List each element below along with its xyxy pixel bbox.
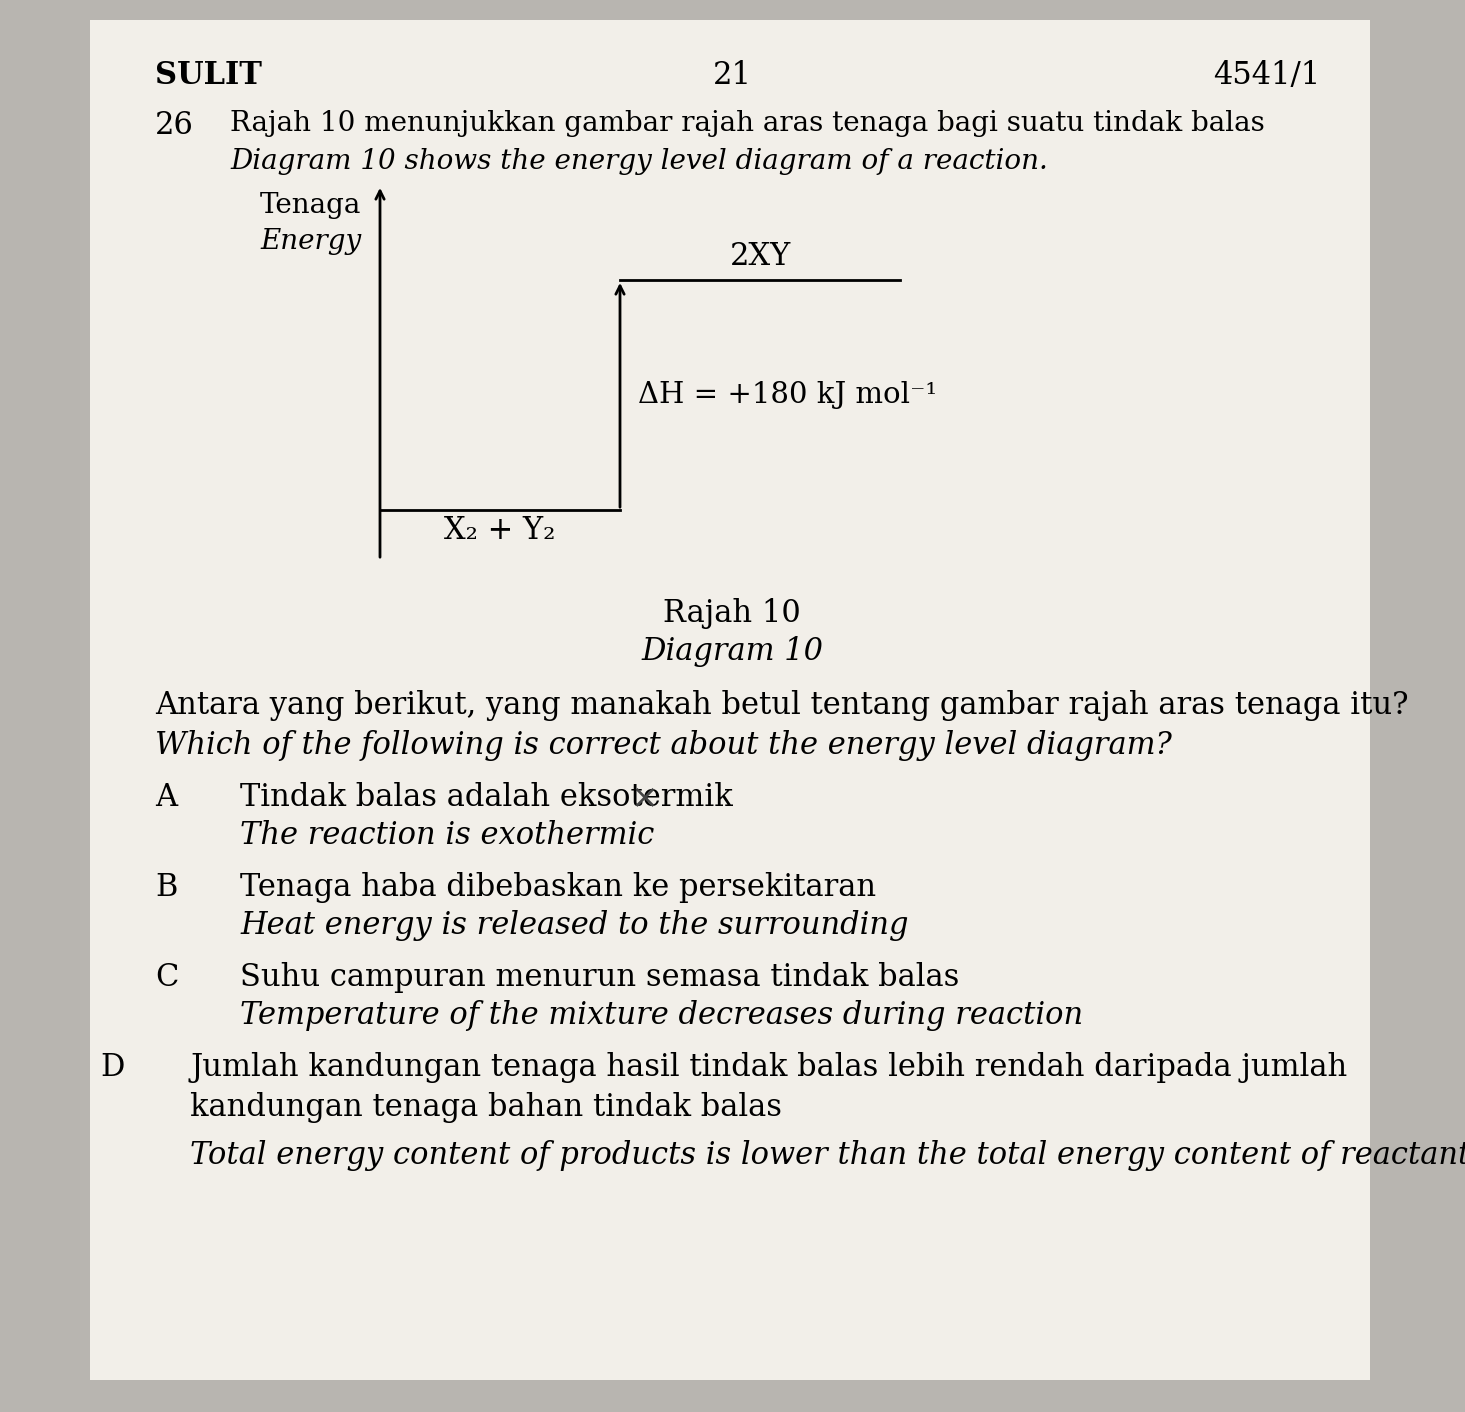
Text: Energy: Energy (259, 227, 362, 256)
Text: The reaction is exothermic: The reaction is exothermic (240, 820, 655, 851)
Text: Tindak balas adalah eksotermik: Tindak balas adalah eksotermik (240, 782, 732, 813)
Text: Diagram 10 shows the energy level diagram of a reaction.: Diagram 10 shows the energy level diagra… (230, 148, 1047, 175)
Text: SULIT: SULIT (155, 59, 262, 90)
Text: Temperature of the mixture decreases during reaction: Temperature of the mixture decreases dur… (240, 1000, 1083, 1031)
Text: 21: 21 (712, 59, 752, 90)
FancyBboxPatch shape (89, 20, 1370, 1380)
Text: X₂ + Y₂: X₂ + Y₂ (444, 515, 555, 546)
Text: kandungan tenaga bahan tindak balas: kandungan tenaga bahan tindak balas (190, 1091, 782, 1123)
Text: Rajah 10: Rajah 10 (664, 599, 801, 628)
Text: Heat energy is released to the surrounding: Heat energy is released to the surroundi… (240, 909, 908, 940)
Text: Which of the following is correct about the energy level diagram?: Which of the following is correct about … (155, 730, 1172, 761)
Text: Diagram 10: Diagram 10 (642, 635, 823, 666)
Text: Suhu campuran menurun semasa tindak balas: Suhu campuran menurun semasa tindak bala… (240, 962, 960, 993)
Text: C: C (155, 962, 179, 993)
Text: 4541/1: 4541/1 (1213, 59, 1320, 90)
Text: 26: 26 (155, 110, 193, 141)
Text: A: A (155, 782, 177, 813)
Text: D: D (100, 1052, 125, 1083)
Text: Tenaga haba dibebaskan ke persekitaran: Tenaga haba dibebaskan ke persekitaran (240, 873, 876, 904)
Text: B: B (155, 873, 177, 904)
Text: Total energy content of products is lower than the total energy content of react: Total energy content of products is lowe… (190, 1139, 1465, 1171)
Text: Rajah 10 menunjukkan gambar rajah aras tenaga bagi suatu tindak balas: Rajah 10 menunjukkan gambar rajah aras t… (230, 110, 1264, 137)
Text: Jumlah kandungan tenaga hasil tindak balas lebih rendah daripada jumlah: Jumlah kandungan tenaga hasil tindak bal… (190, 1052, 1348, 1083)
Text: ΔH = +180 kJ mol⁻¹: ΔH = +180 kJ mol⁻¹ (637, 381, 938, 409)
Text: Antara yang berikut, yang manakah betul tentang gambar rajah aras tenaga itu?: Antara yang berikut, yang manakah betul … (155, 690, 1408, 722)
Text: 2XY: 2XY (730, 241, 791, 273)
Text: Tenaga: Tenaga (259, 192, 362, 219)
Text: ×: × (630, 782, 658, 813)
